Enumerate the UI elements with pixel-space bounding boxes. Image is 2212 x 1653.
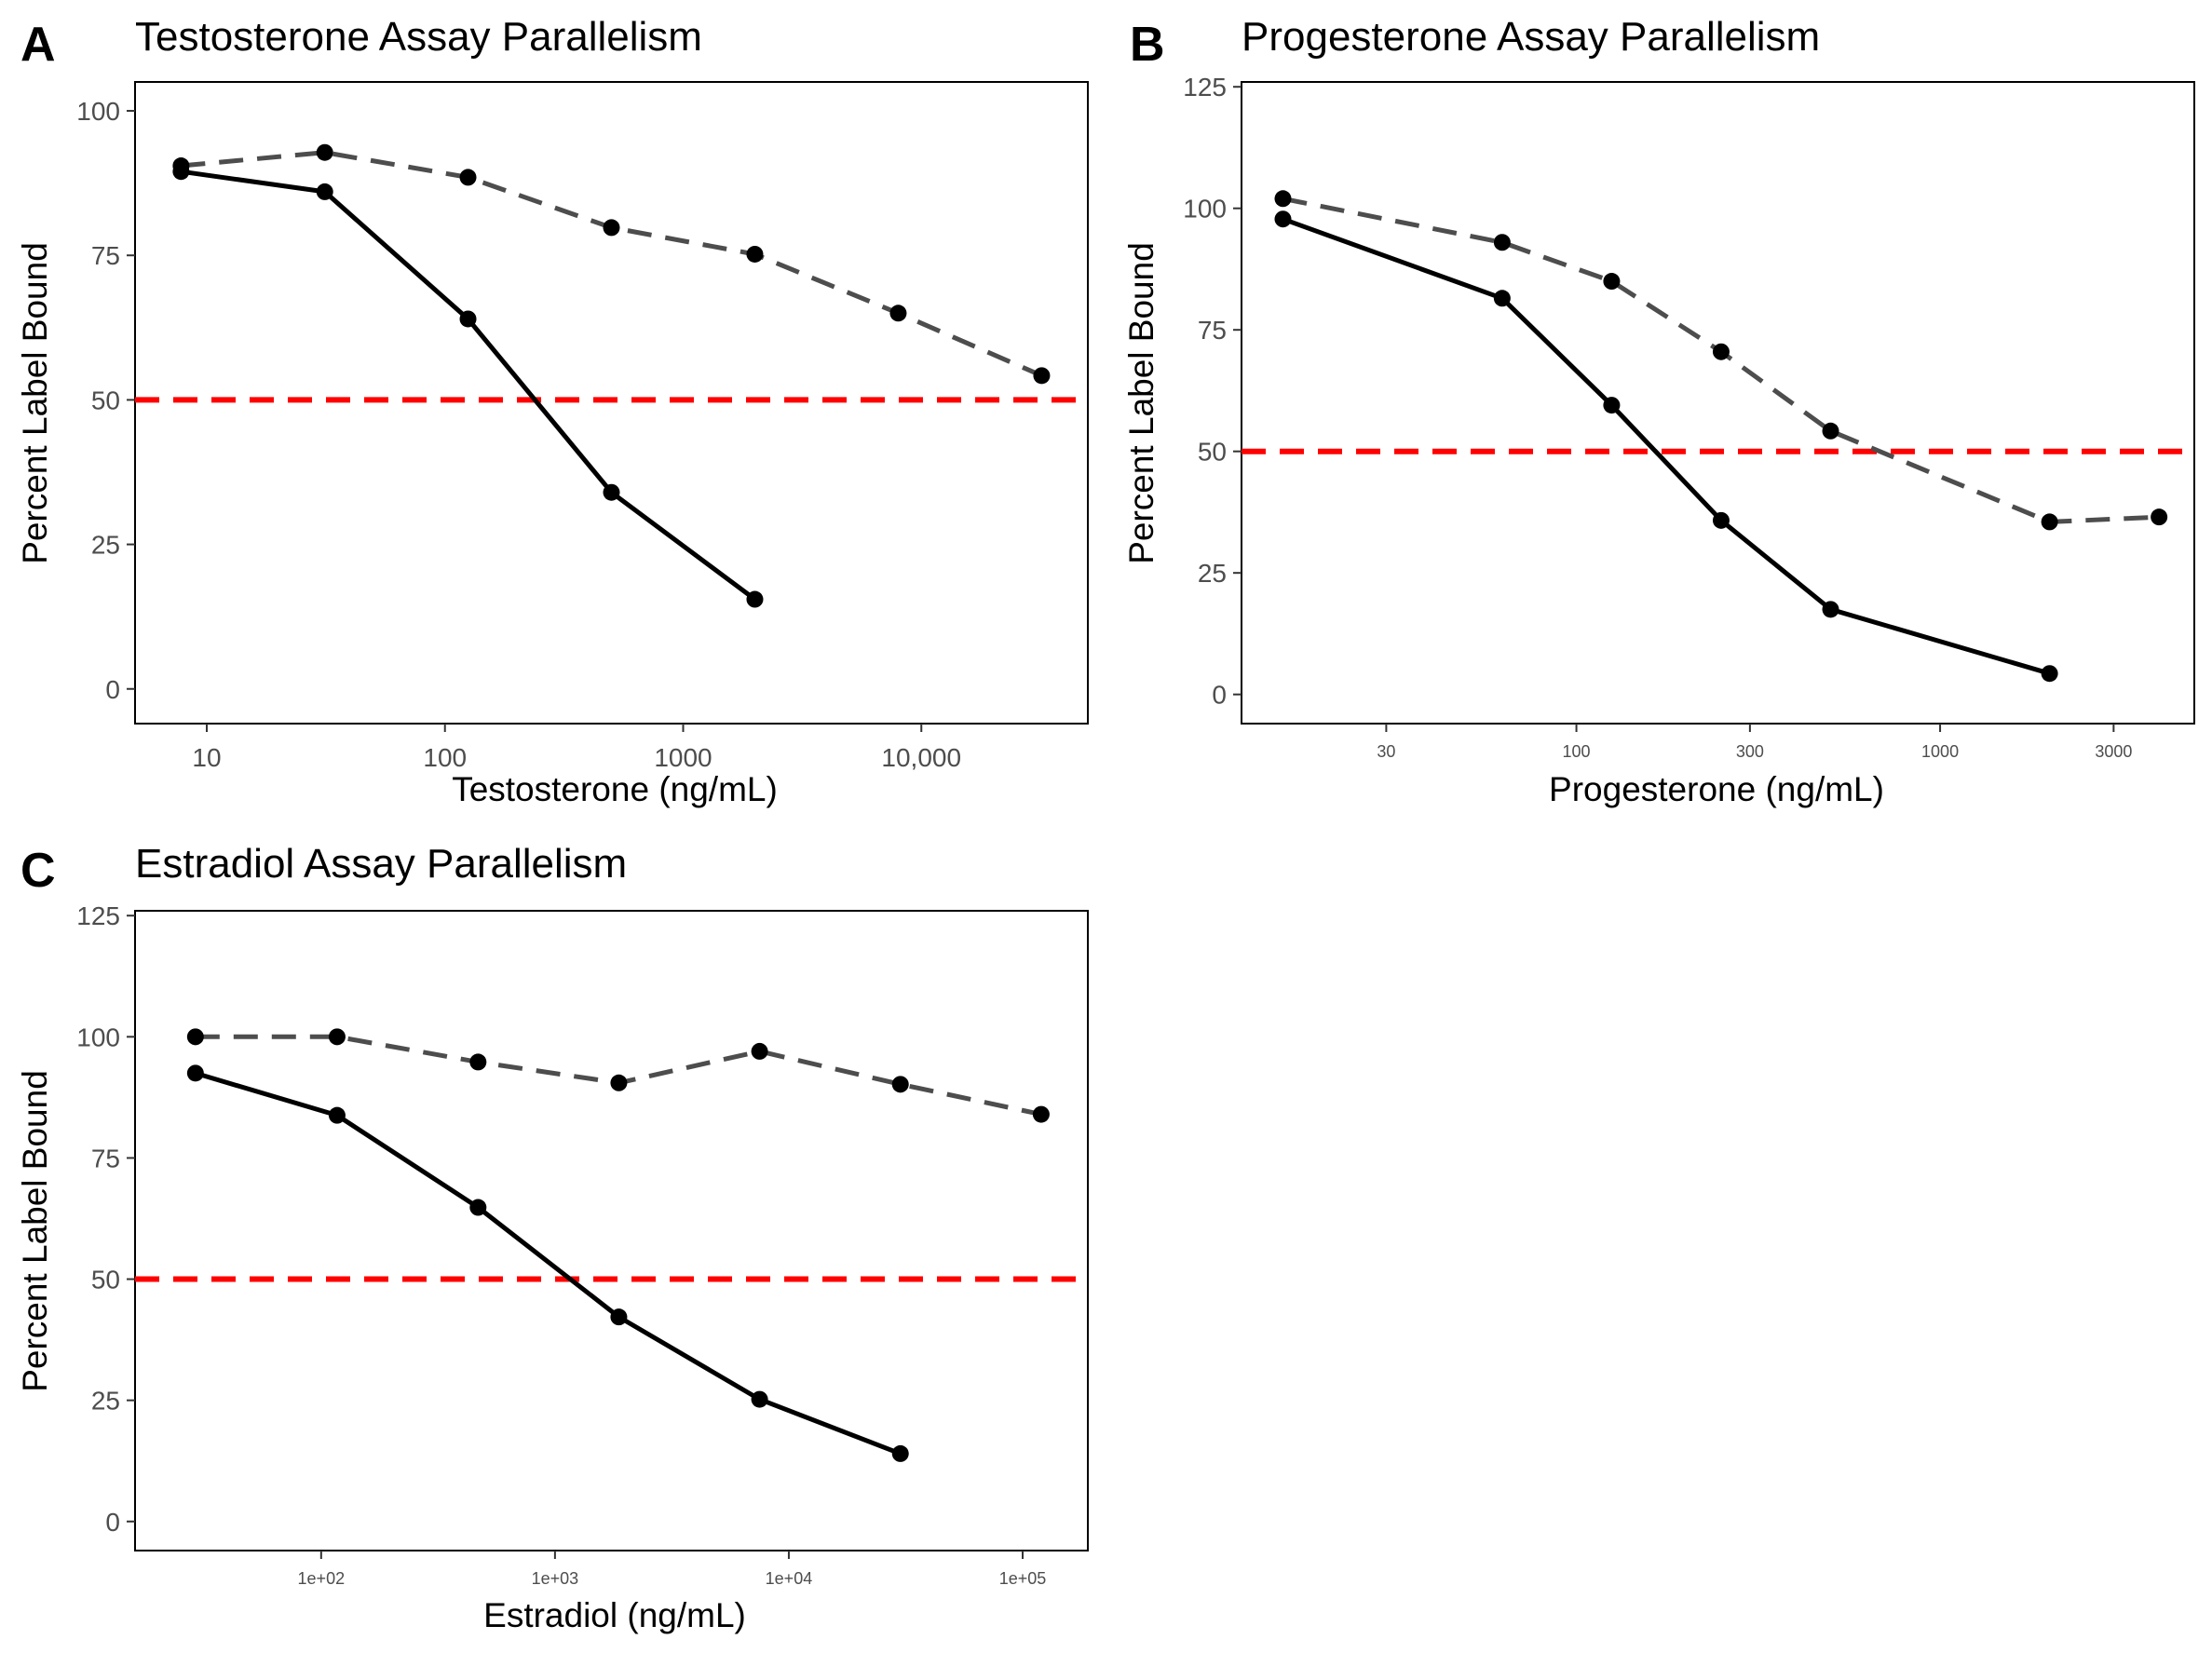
dashed-series-point — [316, 143, 333, 161]
dashed-series-point — [172, 157, 190, 175]
solid-series-point — [1603, 397, 1621, 414]
panel-c-ylabel: Percent Label Bound — [16, 1070, 54, 1392]
x-tick-label: 1e+02 — [298, 1569, 346, 1588]
dashed-series-point — [1274, 190, 1292, 208]
panel-b: B Progesterone Assay Parallelism Percent… — [1122, 14, 2195, 808]
y-tick-label: 75 — [91, 241, 120, 270]
solid-series-line — [181, 169, 756, 602]
solid-series-line — [1282, 216, 2051, 676]
dashed-series-point — [1032, 1105, 1050, 1123]
solid-series-point — [186, 1064, 204, 1082]
panel-a-title: Testosterone Assay Parallelism — [135, 14, 702, 60]
solid-series-point — [1493, 290, 1511, 307]
x-tick-label: 100 — [1563, 742, 1591, 761]
y-tick-label: 50 — [91, 386, 120, 414]
y-tick-label: 100 — [76, 1023, 120, 1051]
solid-series-point — [746, 590, 764, 608]
solid-series-point — [2041, 665, 2058, 683]
x-tick-label: 300 — [1736, 742, 1764, 761]
dashed-series-point — [328, 1028, 346, 1046]
solid-series-point — [1274, 210, 1292, 228]
y-tick-label: 125 — [76, 901, 120, 930]
y-tick-label: 25 — [91, 1387, 120, 1416]
x-tick-label: 1e+05 — [999, 1569, 1047, 1588]
dashed-series-point — [2151, 508, 2168, 526]
y-tick-label: 50 — [91, 1266, 120, 1294]
y-tick-label: 125 — [1183, 73, 1227, 102]
panel-c-title: Estradiol Assay Parallelism — [135, 841, 627, 887]
y-tick-label: 25 — [91, 531, 120, 560]
y-tick-label: 100 — [1183, 195, 1227, 224]
solid-series-point — [316, 183, 333, 200]
dashed-series-point — [459, 169, 477, 186]
solid-series-point — [459, 310, 477, 328]
dashed-series-point — [1033, 367, 1051, 385]
dashed-series-line — [1282, 196, 2160, 524]
dashed-series-point — [889, 305, 907, 322]
plot-frame — [134, 81, 1089, 725]
dashed-series-point — [603, 219, 620, 237]
y-tick-label: 50 — [1198, 438, 1227, 467]
panel-a-plot: 0 25 50 75 100 10 100 1000 10,000 — [76, 81, 1089, 772]
dashed-series-point — [2041, 513, 2058, 531]
x-tick-label: 30 — [1377, 742, 1395, 761]
dashed-series-point — [1712, 343, 1730, 360]
plot-frame — [1241, 81, 2195, 725]
panel-c: C Estradiol Assay Parallelism Percent La… — [16, 841, 1089, 1634]
y-tick-label: 0 — [1212, 681, 1227, 710]
dashed-series-point — [746, 245, 764, 263]
solid-series-line — [195, 1071, 902, 1457]
y-tick-label: 0 — [105, 1508, 120, 1537]
dashed-series-point — [751, 1042, 768, 1060]
x-tick-label: 10 — [192, 743, 221, 772]
x-tick-label: 100 — [423, 743, 467, 772]
panel-a-xlabel: Testosterone (ng/mL) — [452, 770, 778, 808]
x-tick-label: 10,000 — [881, 743, 961, 772]
solid-series-point — [751, 1390, 768, 1408]
plot-frame — [134, 910, 1089, 1551]
x-tick-label: 1000 — [1921, 742, 1959, 761]
dashed-series-point — [1822, 422, 1839, 440]
dashed-series-point — [186, 1028, 204, 1046]
panel-b-title: Progesterone Assay Parallelism — [1242, 14, 1820, 60]
x-tick-label: 3000 — [2095, 742, 2132, 761]
y-tick-label: 75 — [91, 1144, 120, 1172]
panel-c-letter: C — [20, 844, 56, 898]
solid-series-point — [891, 1444, 909, 1462]
panel-b-letter: B — [1130, 18, 1165, 72]
panel-b-xlabel: Progesterone (ng/mL) — [1549, 770, 1884, 808]
panel-b-ylabel: Percent Label Bound — [1122, 242, 1160, 564]
dashed-series-line — [181, 150, 1043, 378]
x-tick-label: 1000 — [654, 743, 712, 772]
x-tick-label: 1e+04 — [766, 1569, 813, 1588]
panel-c-xlabel: Estradiol (ng/mL) — [483, 1596, 746, 1634]
dashed-series-point — [1493, 234, 1511, 251]
y-tick-label: 100 — [76, 97, 120, 126]
y-tick-label: 25 — [1198, 559, 1227, 588]
y-tick-label: 75 — [1198, 316, 1227, 345]
panel-b-plot: 0 25 50 75 100 125 30 100 300 1000 3000 — [1183, 73, 2195, 761]
panel-a: A Testosterone Assay Parallelism Percent… — [16, 14, 1089, 808]
solid-series-point — [328, 1106, 346, 1124]
panel-a-letter: A — [20, 18, 56, 72]
solid-series-point — [610, 1308, 628, 1326]
y-tick-label: 0 — [105, 675, 120, 704]
solid-series-point — [1712, 511, 1730, 529]
dashed-series-point — [891, 1076, 909, 1093]
x-tick-label: 1e+03 — [532, 1569, 579, 1588]
dashed-series-point — [610, 1074, 628, 1091]
dashed-series-point — [1603, 273, 1621, 291]
solid-series-point — [469, 1199, 487, 1216]
dashed-series-point — [469, 1053, 487, 1071]
solid-series-point — [603, 483, 620, 501]
panel-c-plot: 0 25 50 75 100 125 1e+02 1e+03 1e+04 1e+05 — [76, 901, 1089, 1588]
panel-a-ylabel: Percent Label Bound — [16, 242, 54, 564]
solid-series-point — [1822, 601, 1839, 618]
